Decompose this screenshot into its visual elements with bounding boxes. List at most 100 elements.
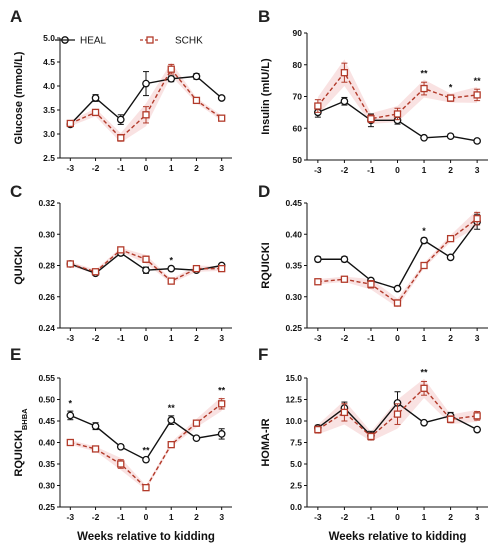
y-tick-label: 0.50	[38, 395, 55, 405]
significance-label: *	[69, 398, 73, 408]
x-tick-label: 1	[422, 512, 427, 522]
significance-label: **	[218, 386, 226, 396]
panel-letter: E	[10, 345, 21, 364]
legend-schk-label: SCHK	[175, 36, 203, 47]
significance-label: **	[421, 69, 429, 79]
heal-point	[473, 137, 481, 145]
y-tick-label: 2.5	[43, 153, 55, 163]
significance-label: **	[421, 368, 429, 378]
y-tick-label: 0.24	[38, 323, 55, 333]
x-tick-label: 3	[219, 333, 224, 343]
y-tick-label: 0.45	[38, 416, 55, 426]
x-tick-label: -3	[67, 512, 75, 522]
schk-point	[367, 432, 375, 441]
x-tick-label: -2	[341, 512, 349, 522]
significance-label: **	[168, 403, 176, 413]
schk-point	[142, 483, 150, 492]
x-tick-label: -1	[367, 512, 375, 522]
schk-point	[314, 425, 322, 434]
x-tick-label: 0	[144, 163, 149, 173]
x-tick-label: -3	[67, 333, 75, 343]
x-tick-label: 1	[422, 165, 427, 175]
x-tick-label: 0	[395, 512, 400, 522]
y-tick-label: 0.25	[285, 323, 302, 333]
y-tick-label: 90	[293, 28, 303, 38]
y-tick-label: 7.5	[290, 438, 302, 448]
legend-heal-label: HEAL	[80, 36, 107, 47]
y-tick-label: 0.35	[38, 459, 55, 469]
x-tick-label: 2	[194, 333, 199, 343]
schk-point	[167, 440, 175, 449]
x-tick-label: -2	[341, 333, 349, 343]
schk-point	[473, 214, 481, 223]
schk-point	[420, 261, 428, 270]
x-tick-label: 0	[144, 512, 149, 522]
panel-c: C 0.24 0.26 0.28 0.30 0.32 -3 -2 -1 0 1 2 3 QUICKI *	[10, 182, 232, 343]
heal-point	[142, 266, 150, 275]
heal-point	[167, 264, 176, 273]
x-axis-label: Weeks relative to kidding	[77, 531, 215, 543]
y-tick-label: 70	[293, 92, 303, 102]
schk-point	[66, 119, 74, 128]
panel-letter: A	[10, 7, 22, 26]
schk-point	[91, 268, 100, 276]
x-tick-label: 2	[194, 512, 199, 522]
heal-point	[167, 74, 176, 83]
x-tick-label: -3	[314, 333, 322, 343]
heal-point	[446, 253, 455, 262]
y-tick-label: 0.26	[38, 292, 55, 302]
schk-point	[367, 115, 375, 123]
panel-letter: B	[258, 7, 270, 26]
y-tick-label: 0.40	[38, 438, 55, 448]
panel-d: D 0.25 0.30 0.35 0.40 0.45 -3 -2 -1 0 1 2 3 RQUICKI *	[258, 182, 488, 343]
schk-point	[340, 275, 349, 283]
schk-point	[117, 246, 125, 254]
schk-point	[420, 84, 428, 93]
panel-e: E 0.25 0.30 0.35 0.40 0.45 0.50 0.55 -3 -2 -1 0 1 2 3 R…	[10, 345, 232, 543]
x-tick-label: 3	[475, 512, 480, 522]
x-tick-label: 1	[169, 512, 174, 522]
heal-point	[192, 72, 201, 81]
y-tick-label: 3.0	[43, 129, 55, 139]
schk-point	[393, 110, 402, 118]
x-tick-label: -1	[367, 165, 375, 175]
schk-point	[192, 419, 201, 427]
heal-point	[473, 425, 481, 434]
heal-point	[91, 422, 100, 431]
x-tick-label: 3	[475, 333, 480, 343]
y-tick-label: 5.0	[43, 33, 55, 43]
heal-point	[167, 416, 176, 424]
y-axis-label: QUICKI	[13, 246, 25, 285]
panel-f: F 0.0 2.5 5.0 7.5 10.0 12.5 15.0 -3 -2 -1 0 1 2 3 HOMA-…	[258, 345, 488, 543]
schk-point	[218, 264, 226, 273]
x-tick-label: -3	[67, 163, 75, 173]
x-tick-label: 2	[448, 333, 453, 343]
significance-label: *	[169, 255, 173, 265]
y-axis-label-subscript: BHBA	[20, 408, 29, 430]
y-axis-label: RQUICKIBHBA	[13, 408, 29, 477]
heal-point	[420, 236, 428, 245]
x-tick-label: 1	[422, 333, 427, 343]
schk-band	[317, 209, 478, 308]
schk-point	[218, 400, 226, 408]
y-tick-label: 0.55	[38, 373, 55, 383]
schk-point	[393, 410, 402, 418]
schk-point	[117, 460, 125, 468]
y-tick-label: 0.30	[285, 292, 302, 302]
schk-point	[420, 384, 428, 392]
schk-point	[142, 255, 150, 263]
schk-point	[167, 277, 175, 285]
schk-point	[192, 96, 201, 105]
x-tick-label: 2	[448, 165, 453, 175]
panel-letter: F	[258, 345, 268, 364]
schk-point	[393, 299, 402, 307]
x-tick-label: -1	[117, 512, 125, 522]
schk-band	[70, 247, 222, 284]
panel-letter: C	[10, 182, 22, 201]
x-tick-label: 0	[144, 333, 149, 343]
schk-point	[314, 102, 322, 110]
y-tick-label: 12.5	[285, 395, 302, 405]
heal-point	[192, 434, 201, 443]
